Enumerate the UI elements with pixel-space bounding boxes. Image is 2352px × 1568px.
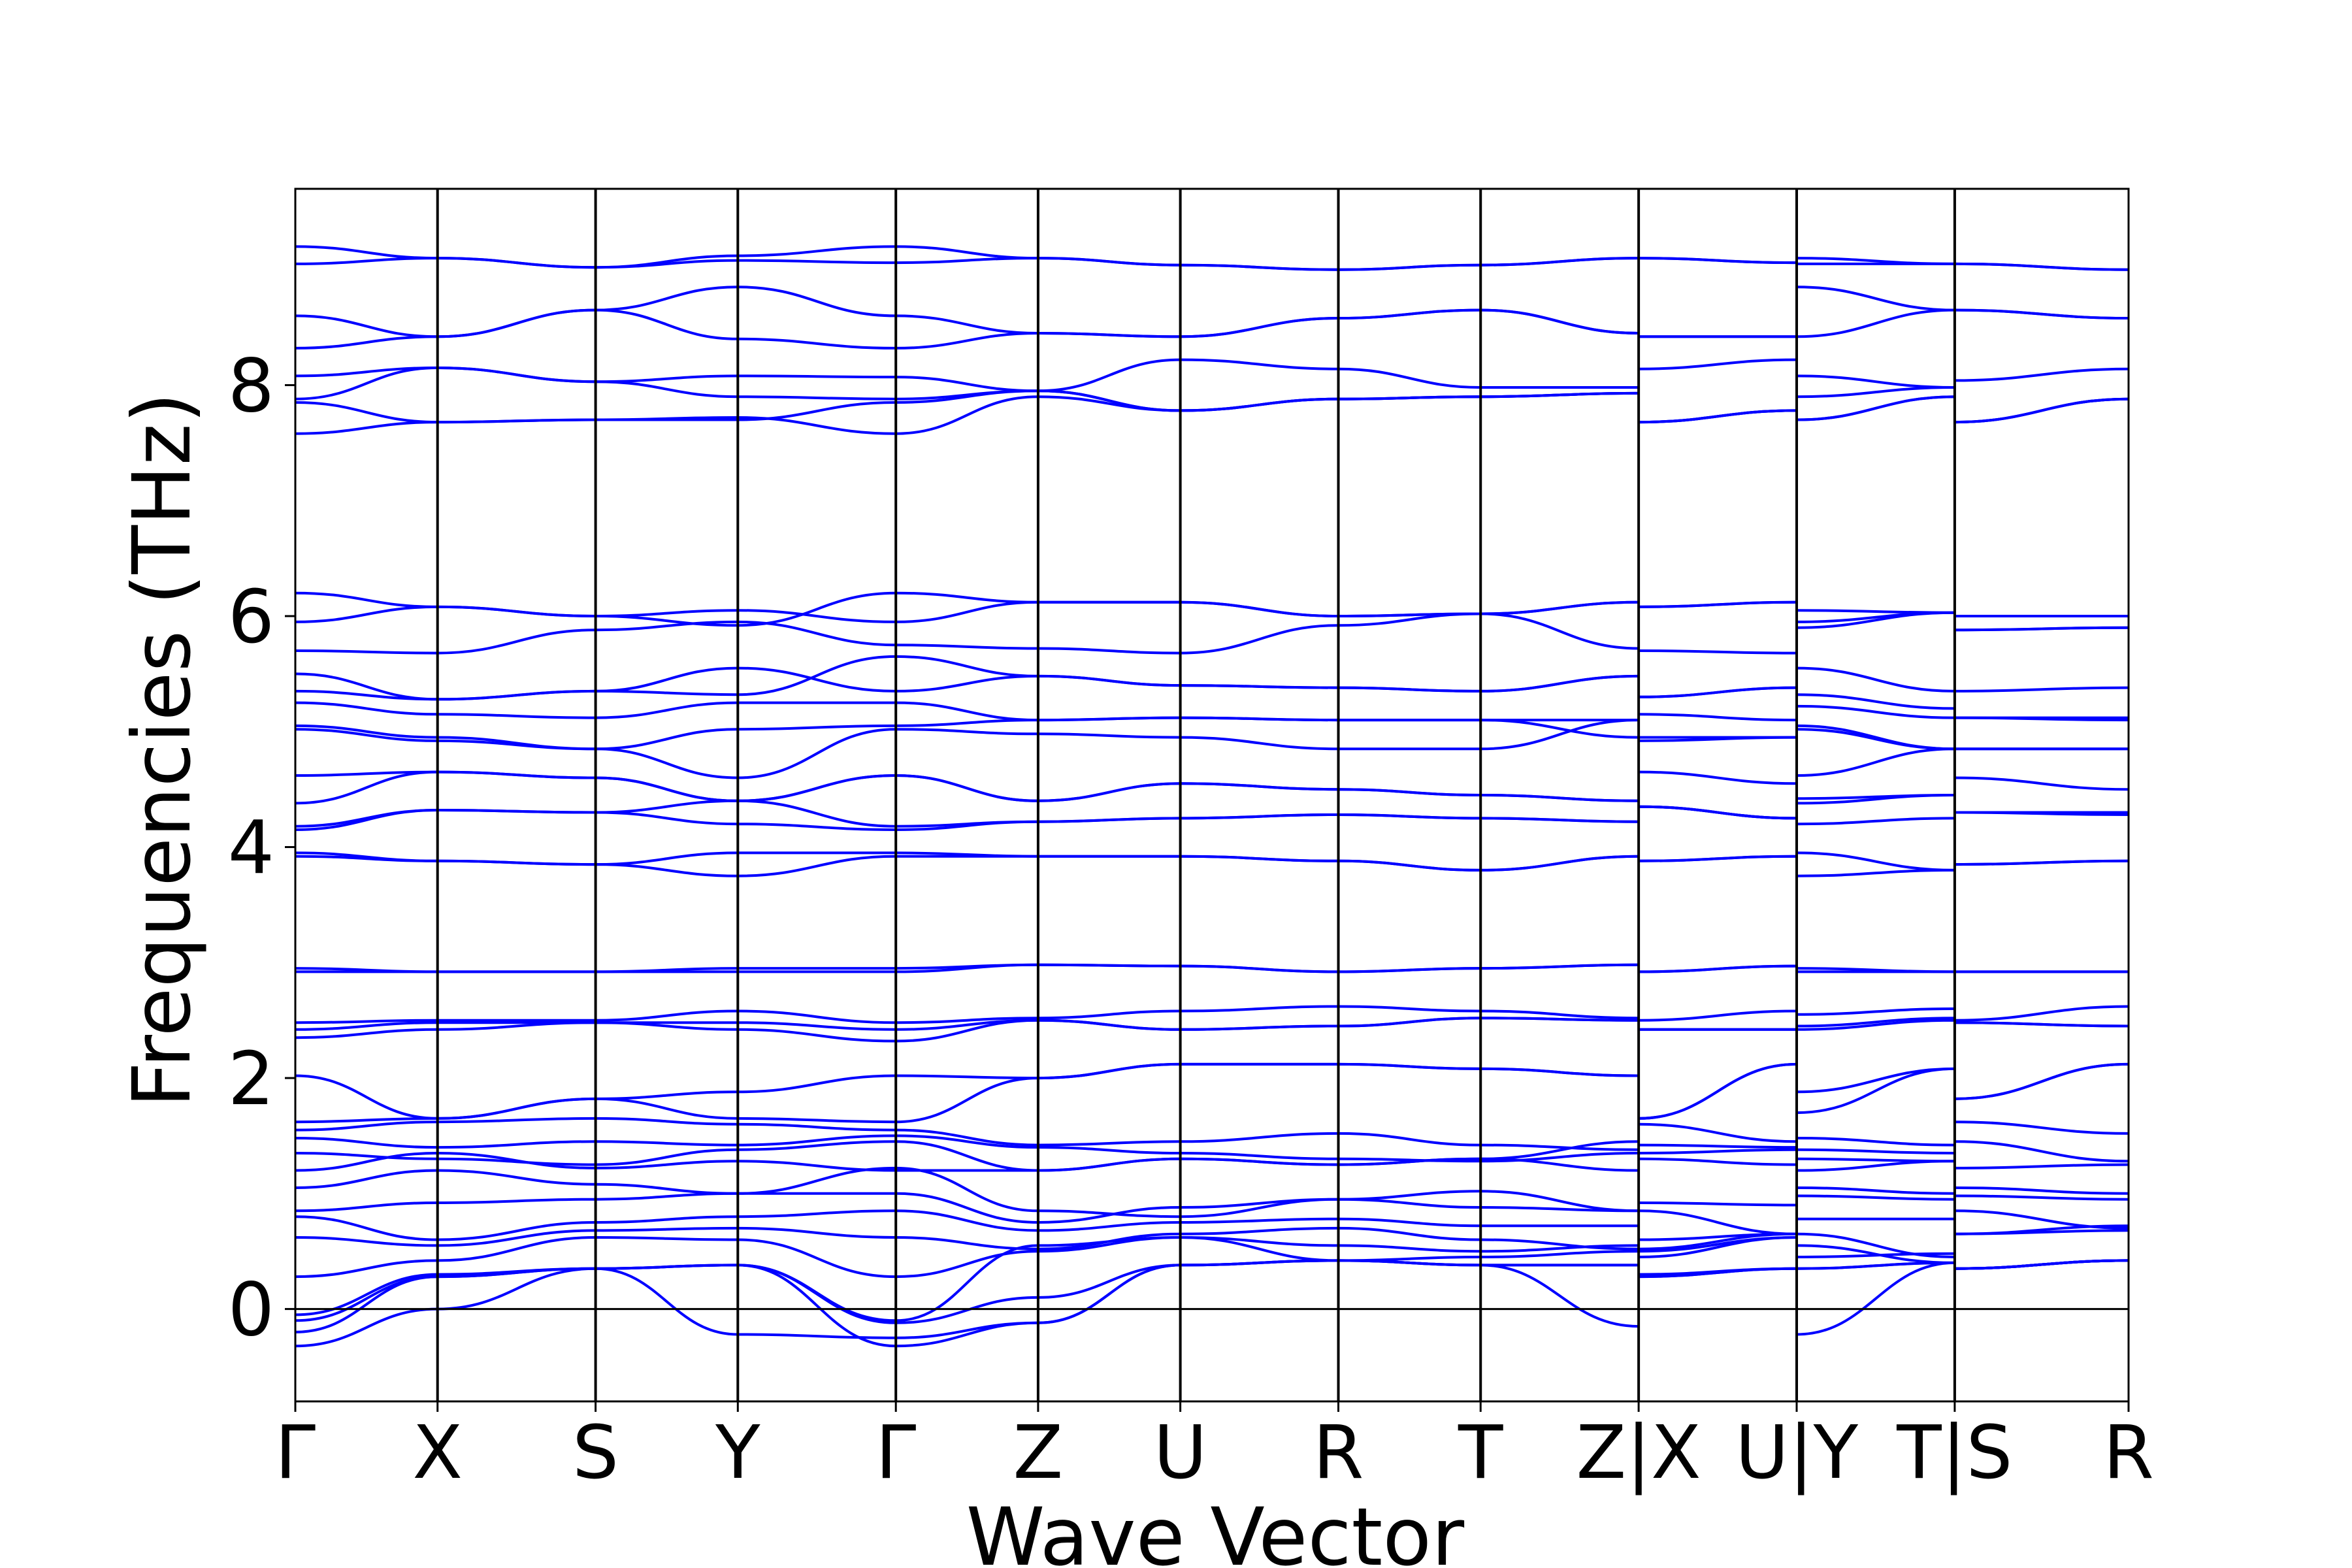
band-line	[295, 1017, 2129, 1043]
high-symmetry-lines	[436, 189, 1956, 1401]
x-tick-label: Y	[715, 1411, 760, 1495]
band-line	[295, 600, 2129, 632]
y-tick-label: 6	[228, 575, 274, 660]
band-line	[295, 257, 2129, 271]
band-line	[295, 1152, 2129, 1195]
plot-frame	[294, 188, 2130, 1403]
x-tick-label: Z	[1013, 1411, 1064, 1495]
x-tick-label: Γ	[875, 1411, 916, 1495]
x-tick-label: U|Y	[1735, 1411, 1859, 1495]
x-tick-label: X	[412, 1411, 463, 1495]
band-line	[295, 1005, 2129, 1024]
band-line	[295, 855, 2129, 877]
band-line	[295, 1134, 2129, 1163]
y-tick-label: 2	[228, 1037, 274, 1122]
x-axis-label: Wave Vector	[966, 1491, 1465, 1568]
x-tick-label: U	[1154, 1411, 1207, 1495]
band-line	[295, 963, 2129, 973]
y-tick-label: 0	[228, 1268, 274, 1353]
x-tick-label: R	[2103, 1411, 2154, 1495]
y-tick-label: 8	[228, 344, 274, 429]
x-axis-ticks: Γ X S Y Γ Z U R T Z|X U|Y T|S R	[275, 1401, 2154, 1495]
band-line	[295, 1117, 2129, 1151]
band-line	[295, 719, 2129, 779]
y-tick-label: 4	[228, 806, 274, 891]
band-line	[295, 805, 2129, 831]
band-line	[295, 1209, 2129, 1241]
band-line	[295, 1192, 2129, 1235]
band-line	[295, 1062, 2129, 1124]
x-tick-label: S	[572, 1411, 619, 1495]
band-line	[295, 308, 2129, 350]
x-tick-label: Z|X	[1576, 1411, 1701, 1495]
band-line	[295, 391, 2129, 435]
y-axis-ticks: 0 2 4 6 8	[228, 344, 295, 1353]
band-line	[295, 611, 2129, 655]
band-lines	[295, 245, 2129, 1348]
x-tick-label: T	[1458, 1411, 1503, 1495]
y-axis-label: Frequencies (THz)	[116, 393, 208, 1108]
band-line	[295, 716, 2129, 751]
x-tick-label: R	[1313, 1411, 1364, 1495]
x-tick-label: T|S	[1896, 1411, 2012, 1495]
band-line	[295, 1259, 2129, 1348]
x-tick-label: Γ	[275, 1411, 316, 1495]
band-line	[295, 655, 2129, 719]
